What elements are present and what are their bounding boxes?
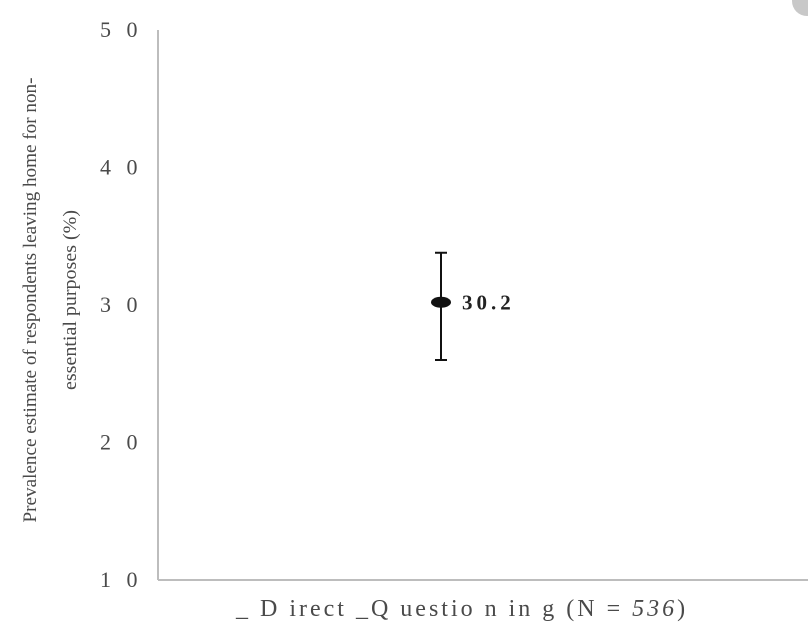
x-category-text: _ D irect _Q uestio n in g (N = 536) xyxy=(235,596,688,622)
x-category-part: 536 xyxy=(632,596,677,622)
data-point xyxy=(431,296,451,308)
y-axis-title-line: Prevalence estimate of respondents leavi… xyxy=(20,78,41,523)
x-category-part: ) xyxy=(677,596,688,622)
y-tick-label: 5 0 xyxy=(100,17,143,42)
y-axis-title-text: Prevalence estimate of respondents leavi… xyxy=(20,78,81,523)
series-group: 30.2 xyxy=(431,251,515,361)
x-category-part: Q uestio n in g (N = xyxy=(371,596,632,622)
y-axis-title-line: essential purposes (%) xyxy=(60,210,81,390)
y-tick-label: 3 0 xyxy=(100,292,143,317)
y-tick-label: 2 0 xyxy=(100,430,143,455)
y-axis: 1 0 2 0 3 0 4 0 5 0 xyxy=(100,17,159,592)
y-axis-title: Prevalence estimate of respondents leavi… xyxy=(20,78,81,523)
y-tick-label: 1 0 xyxy=(100,567,143,592)
x-category-label: _ D irect _Q uestio n in g (N = 536) xyxy=(235,596,688,622)
x-category-part: t _ xyxy=(337,596,371,622)
window-corner-button[interactable] xyxy=(792,0,808,16)
x-category-part: _ D irec xyxy=(235,596,337,622)
data-label: 30.2 xyxy=(462,290,515,314)
y-tick-label: 4 0 xyxy=(100,155,143,180)
